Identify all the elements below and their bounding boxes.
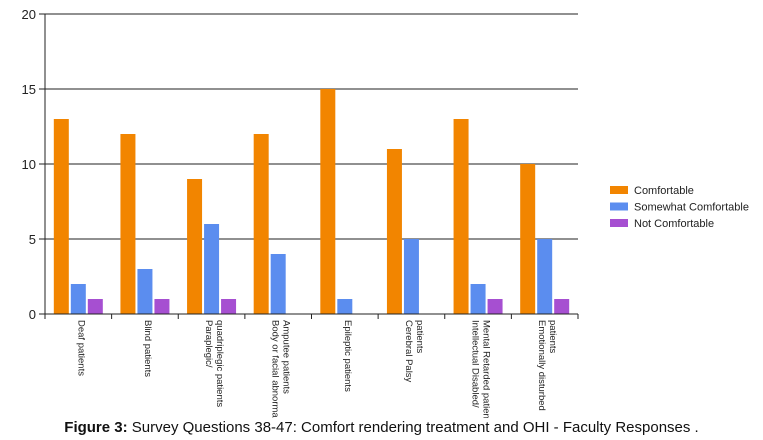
bar: [253, 134, 269, 314]
figure-caption: Figure 3: Survey Questions 38-47: Comfor…: [0, 419, 763, 436]
bar: [270, 254, 286, 314]
x-tick-label: Mental Retarded patient: [481, 320, 492, 418]
bar: [386, 149, 402, 314]
gridlines: [39, 13, 578, 315]
legend: Comfortable Somewhat Comfortable Not Comfo…: [610, 185, 749, 230]
bar-chart: 0 5 10 15 20 Deaf patients Blind patients Para…: [22, 7, 749, 418]
x-tick-label: Cerebral Palsy: [403, 320, 414, 383]
caption-label: Figure 3:: [64, 419, 128, 436]
bars: [53, 89, 570, 314]
bar: [487, 299, 503, 314]
x-tick-label: Intellectual Disabled/: [470, 320, 481, 408]
x-tick-label: Deaf patients: [75, 320, 86, 376]
bar: [221, 299, 237, 314]
bar: [204, 224, 220, 314]
legend-swatch: [610, 219, 628, 227]
bar: [520, 164, 536, 314]
x-axis-labels: Deaf patients Blind patients Paraplegic/qu…: [75, 320, 558, 418]
bar: [320, 89, 336, 314]
bar: [453, 119, 469, 314]
bar: [470, 284, 486, 314]
bar: [70, 284, 86, 314]
bar: [554, 299, 570, 314]
x-tick-label: patients: [414, 320, 425, 354]
y-tick-label: 15: [22, 82, 36, 97]
x-tick-label: Epileptic patients: [342, 320, 353, 392]
legend-swatch: [610, 186, 628, 194]
x-tick-label: patients: [547, 320, 558, 354]
bar: [53, 119, 69, 314]
y-tick-label: 20: [22, 7, 36, 22]
bar: [87, 299, 103, 314]
y-tick-label: 10: [22, 157, 36, 172]
bar: [120, 134, 136, 314]
bar: [154, 299, 170, 314]
y-tick-label: 0: [29, 307, 36, 322]
x-tick-label: Amputee patients: [281, 320, 292, 394]
bar: [537, 239, 553, 314]
x-tick-label: Blind patients: [142, 320, 153, 377]
legend-label: Not Comfortable: [634, 218, 714, 230]
y-axis-ticks: 0 5 10 15 20: [22, 7, 36, 322]
x-tick-label: Body or facial abnormal/: [270, 320, 281, 418]
bar: [403, 239, 419, 314]
legend-label: Somewhat Comfortable: [634, 202, 749, 214]
bar: [187, 179, 203, 314]
axes: [44, 14, 579, 319]
bar: [337, 299, 353, 314]
legend-label: Comfortable: [634, 185, 694, 197]
legend-swatch: [610, 202, 628, 211]
x-tick-label: Emotionally disturbed: [536, 320, 547, 411]
bar: [137, 269, 153, 314]
caption-text: Survey Questions 38-47: Comfort renderin…: [127, 419, 699, 436]
y-tick-label: 5: [29, 232, 36, 247]
x-tick-label: quadriplegic patients: [214, 320, 225, 407]
x-tick-label: Paraplegic/: [203, 320, 214, 368]
